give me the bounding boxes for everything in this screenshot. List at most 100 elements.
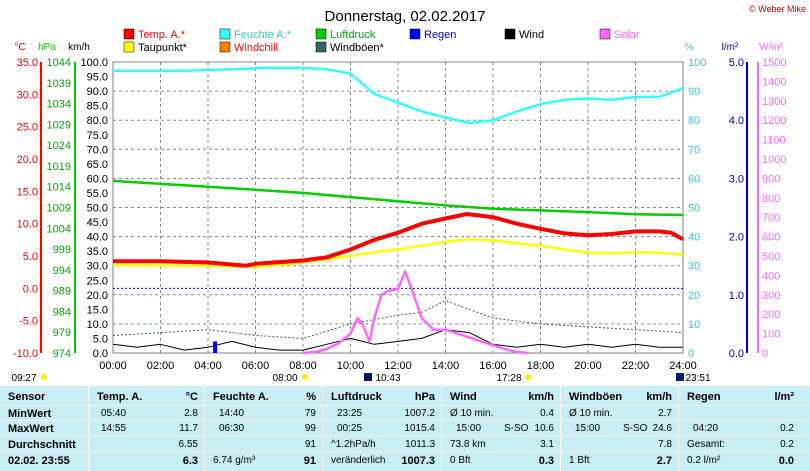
rain-max: 0.2 [780,423,794,434]
legend-label: Windböen* [330,42,385,54]
wind-tick: 60.0 [87,173,108,185]
time-tick: 22:00 [622,360,650,372]
moon-icon [364,373,372,381]
moonset-time-label: 23:51 [685,373,710,384]
humidity-max-time: 06:30 [219,423,245,434]
sun-icon [525,374,531,380]
temp-tick: 35.0 [17,57,38,69]
gust-avg10: 2.7 [658,408,672,419]
temp-max-time: 14:55 [101,423,127,434]
gust-current: 2.7 [656,455,672,467]
press-tick: 1029 [47,119,71,131]
hum-tick: 10 [688,319,700,331]
temp-current: 6.3 [182,455,198,467]
press-tick: 1024 [47,140,71,152]
humidity-unit: % [306,391,316,403]
humidity-min-time: 14:40 [219,408,245,419]
wind-tick: 45.0 [87,217,108,229]
row-avg: Durchschnitt [8,439,76,451]
hum-tick: 20 [688,290,700,302]
wind-tick: 5.0 [93,333,108,345]
press-tick: 1014 [47,182,71,194]
rain-column: Regen l/m² 04:20 0.2 Gesamt: 0.2 0.2 l/m… [678,386,800,471]
humidity-absolute: 6.74 g/m³ [213,455,256,466]
time-tick: 18:00 [527,360,555,372]
wind-unit: km/h [528,391,554,403]
gust-column: Windböen km/h Ø 10 min. 2.7 15:00 S-SO 2… [560,386,678,471]
rain-day: 0.2 l/m² [687,455,721,466]
axis-units: °C hPa km/h% l/m² W/m² [14,42,783,53]
wind-avg10: 0.4 [540,408,554,419]
rain-tick: 5.0 [729,57,744,69]
wind-tick: 35.0 [87,246,108,258]
axis-unit: °C [14,42,25,53]
gust-unit: km/h [646,391,672,403]
axis-unit: hPa [38,42,56,53]
press-tick: 999 [53,244,71,256]
solar-tick: 1000 [762,154,786,166]
gust-avg10-label: Ø 10 min. [569,408,613,419]
pressure-avg: 1011.3 [405,439,435,450]
solar-tick: 800 [762,193,780,205]
solar-tick: 600 [762,232,780,244]
legend-swatch [599,28,611,40]
hum-tick: 30 [688,261,700,273]
temp-tick: 30.0 [17,89,38,101]
pressure-unit: hPa [414,391,435,403]
legend-label: Wind [519,29,544,41]
row-sensor: Sensor [8,391,46,403]
time-tick: 10:00 [337,360,365,372]
pressure-min: 1007.2 [404,408,435,419]
legend-label: Taupunkt* [138,42,188,54]
time-tick: 00:00 [99,360,127,372]
wind-tick: 10.0 [87,319,108,331]
chart-title: Donnerstag, 02.02.2017 [325,8,486,25]
gust-max-time: 15:00 [575,423,601,434]
sunset-time-label: 17:28 [496,373,521,384]
legend-swatch [504,28,516,40]
time-tick: 20:00 [574,360,602,372]
rain-unit: l/m² [774,391,794,403]
press-tick: 994 [53,265,71,277]
legend-swatch [219,41,231,53]
solar-tick: 200 [762,309,780,321]
sun-icon [302,374,308,380]
temp-min-time: 05:40 [101,408,127,419]
copyright-label: © Weber Mike [749,4,806,14]
humidity-max: 99 [304,423,316,434]
wind-tick: 65.0 [87,159,108,171]
sun-moon-events: 09:27 08:00 10:43 17:28 23:51 [11,373,711,384]
wind-tick: 20.0 [87,290,108,302]
wind-tick: 15.0 [87,304,108,316]
wind-avg10-label: Ø 10 min. [450,408,494,419]
temp-header: Temp. A. [97,391,143,403]
solar-tick: 500 [762,251,780,263]
gust-avg: 7.8 [658,439,672,450]
legend-label: Solar [614,29,640,41]
wind-max: 10.6 [534,423,554,434]
rain-tick: 3.0 [729,173,744,185]
hum-tick: 50 [688,203,700,215]
hum-tick: 100 [688,57,706,69]
pressure-trend: ^1.2hPa/h [331,439,376,450]
humidity-avg: 91 [304,439,316,450]
temp-tick: 25.0 [17,122,38,134]
humidity-min: 79 [304,408,316,419]
legend-label: Regen [424,29,456,41]
wind-max-time: 15:00 [456,423,482,434]
pressure-current: 1007.3 [401,455,435,467]
gust-header: Windböen [569,391,623,403]
wind-tick: 90.0 [87,86,108,98]
axis-unit: km/h [68,42,90,53]
wind-max-dir: S-SO [504,423,529,434]
sun-icon [41,374,47,380]
press-tick: 984 [53,306,71,318]
solar-tick: 900 [762,173,780,185]
wind-tick: 30.0 [87,261,108,273]
press-tick: 1009 [47,203,71,215]
legend-swatch [123,41,135,53]
time-tick: 08:00 [289,360,317,372]
row-current: 02.02. 23:55 [8,455,70,467]
series-solar [302,270,529,355]
pressure-min-time: 23:25 [337,408,363,419]
